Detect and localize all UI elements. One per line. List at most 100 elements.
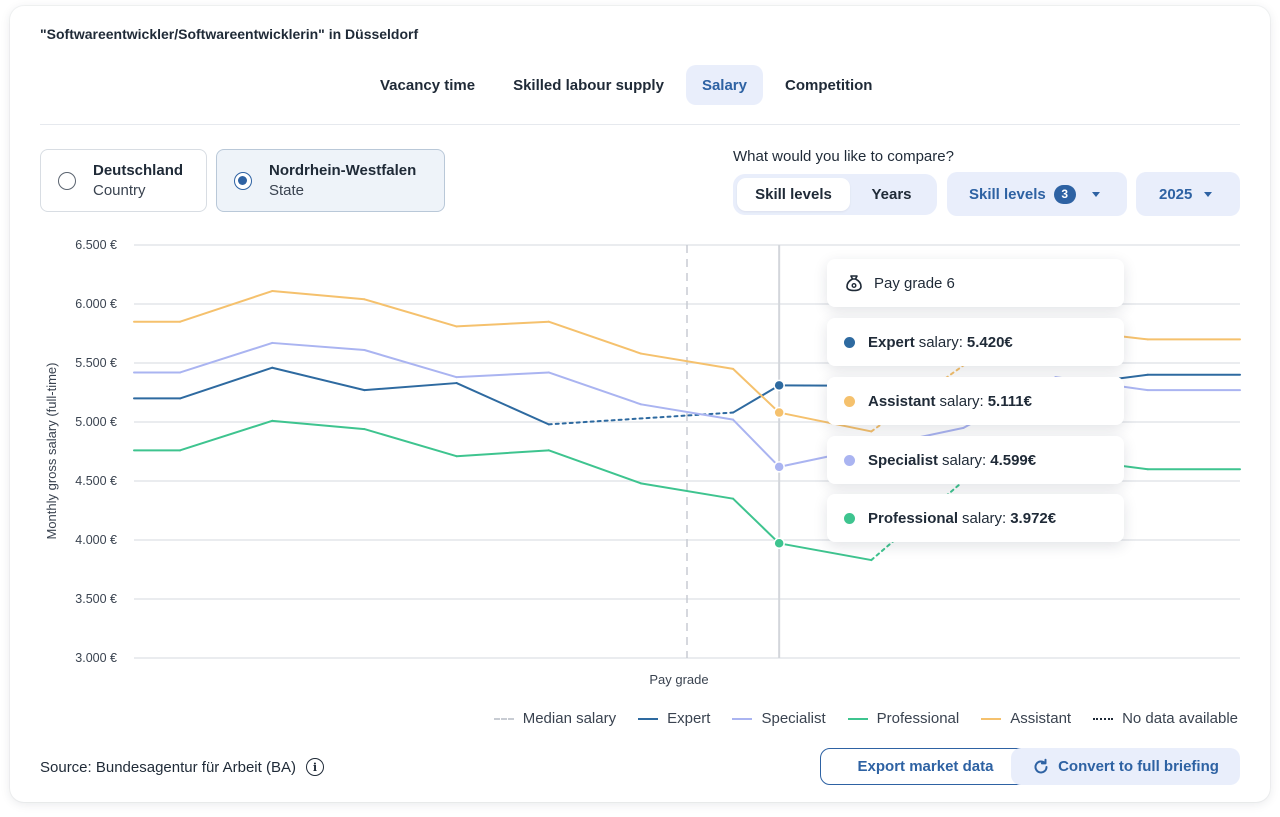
series-segment-professional [778, 542, 873, 562]
source-note: Source: Bundesagentur für Arbeit (BA) i [40, 758, 324, 776]
tooltip-salary-label: salary: [942, 451, 987, 469]
series-segment-assistant [732, 367, 781, 414]
region-type: Country [93, 182, 146, 199]
tooltip-salary-label: salary: [962, 509, 1007, 527]
tab-skilled-labour-supply[interactable]: Skilled labour supply [513, 76, 664, 94]
compare-skill-levels-button[interactable]: Skill levels [737, 178, 850, 211]
y-tick-label: 6.500 € [75, 238, 117, 252]
tooltip-salary-value: 4.599€ [990, 451, 1037, 469]
money-bag-icon [846, 275, 862, 292]
series-segment-specialist [455, 371, 550, 379]
expert-line-swatch [638, 717, 659, 720]
y-tick-label: 6.000 € [75, 297, 117, 311]
hover-point-expert [773, 379, 785, 392]
skill-count-badge: 3 [1053, 184, 1076, 204]
assistant-dot [844, 395, 855, 407]
series-segment-assistant [547, 320, 642, 355]
convert-label: Convert to full briefing [1058, 758, 1219, 775]
series-segment-specialist [271, 341, 366, 352]
chart-legend: Median salary Expert Specialist Professi… [493, 710, 1238, 727]
legend-no-data[interactable]: No data available [1093, 710, 1238, 727]
year-dropdown-label: 2025 [1159, 185, 1193, 203]
series-segment-assistant [455, 320, 550, 328]
legend-label: Specialist [761, 710, 826, 727]
header-divider [40, 124, 1240, 125]
chevron-down-icon [1204, 191, 1213, 197]
series-segment-assistant [271, 290, 366, 301]
series-segment-assistant [778, 411, 873, 433]
tooltip-header: Pay grade 6 [827, 259, 1124, 307]
hover-point-assistant [773, 406, 785, 419]
series-segment-specialist [732, 418, 781, 468]
export-market-data-button[interactable]: Export market data [820, 748, 1031, 785]
refresh-icon [1034, 758, 1048, 773]
series-segment-expert [732, 384, 781, 414]
region-name: Nordrhein-Westfalen [269, 162, 417, 179]
legend-label: Median salary [522, 710, 617, 727]
y-tick-label: 4.000 € [75, 533, 117, 547]
source-text: Source: Bundesagentur für Arbeit (BA) [40, 758, 296, 776]
tooltip-row-expert: Expert salary: 5.420€ [827, 318, 1124, 366]
tab-vacancy-time[interactable]: Vacancy time [380, 76, 476, 94]
skill-levels-dropdown-label: Skill levels [969, 185, 1046, 203]
hover-point-specialist [773, 461, 785, 473]
y-axis-label: Monthly gross salary (full-time) [44, 363, 59, 540]
tab-salary[interactable]: Salary [685, 65, 763, 105]
radio-checked-icon[interactable] [234, 171, 252, 190]
tooltip-row-professional: Professional salary: 3.972€ [827, 494, 1124, 542]
series-segment-professional [732, 497, 781, 545]
series-segment-professional [363, 428, 458, 458]
tab-competition[interactable]: Competition [784, 76, 873, 94]
series-segment-professional [179, 419, 274, 452]
tooltip-level: Professional [868, 509, 959, 527]
compare-toggle: Skill levels Years [733, 174, 937, 215]
legend-label: Assistant [1010, 710, 1072, 727]
legend-specialist[interactable]: Specialist [732, 710, 826, 727]
series-segment-expert [455, 382, 550, 426]
legend-expert[interactable]: Expert [638, 710, 710, 727]
tooltip-salary-value: 5.420€ [966, 333, 1013, 351]
series-segment-professional [271, 419, 366, 431]
series-segment-assistant [639, 352, 735, 370]
tooltip-row-assistant: Assistant salary: 5.111€ [827, 377, 1124, 425]
radio-unchecked-icon[interactable] [58, 171, 76, 190]
tooltip-level: Expert [868, 333, 915, 351]
series-segment-specialist [363, 349, 458, 379]
expert-dot [844, 336, 855, 348]
compare-years-button[interactable]: Years [871, 186, 912, 203]
region-type: State [269, 182, 305, 199]
y-tick-label: 5.500 € [75, 356, 117, 370]
chart-hover-points [773, 379, 785, 550]
tooltip-salary-label: salary: [939, 392, 984, 410]
region-name: Deutschland [93, 162, 184, 179]
y-tick-label: 5.000 € [75, 415, 117, 429]
x-axis-label: Pay grade [649, 672, 708, 687]
series-segment-expert [271, 366, 366, 392]
series-segment-professional [639, 482, 735, 500]
series-segment-professional [547, 449, 642, 485]
dotted-line-swatch [1093, 717, 1114, 720]
y-tick-label: 3.500 € [75, 592, 117, 606]
legend-median-salary[interactable]: Median salary [493, 710, 617, 727]
tooltip-salary-value: 5.111€ [987, 392, 1032, 410]
legend-label: No data available [1122, 710, 1238, 727]
year-dropdown[interactable]: 2025 [1136, 172, 1240, 216]
legend-label: Professional [876, 710, 960, 727]
specialist-line-swatch [732, 717, 753, 720]
series-segment-professional [455, 449, 550, 458]
tooltip-level: Assistant [868, 392, 936, 410]
compare-label: What would you like to compare? [733, 148, 954, 165]
y-tick-label: 3.000 € [75, 651, 117, 665]
region-country-option[interactable]: Deutschland Country [40, 149, 207, 212]
tooltip-salary-label: salary: [918, 333, 963, 351]
legend-professional[interactable]: Professional [847, 710, 960, 727]
region-state-option[interactable]: Nordrhein-Westfalen State [216, 149, 445, 212]
skill-levels-dropdown[interactable]: Skill levels 3 [947, 172, 1127, 216]
tooltip-pay-grade: Pay grade 6 [874, 274, 955, 292]
legend-assistant[interactable]: Assistant [981, 710, 1071, 727]
y-tick-label: 4.500 € [75, 474, 117, 488]
section-tabs: Vacancy time Skilled labour supply Salar… [364, 65, 888, 105]
hover-point-professional [773, 537, 785, 550]
info-icon[interactable]: i [305, 758, 324, 776]
convert-full-briefing-button[interactable]: Convert to full briefing [1011, 748, 1240, 785]
